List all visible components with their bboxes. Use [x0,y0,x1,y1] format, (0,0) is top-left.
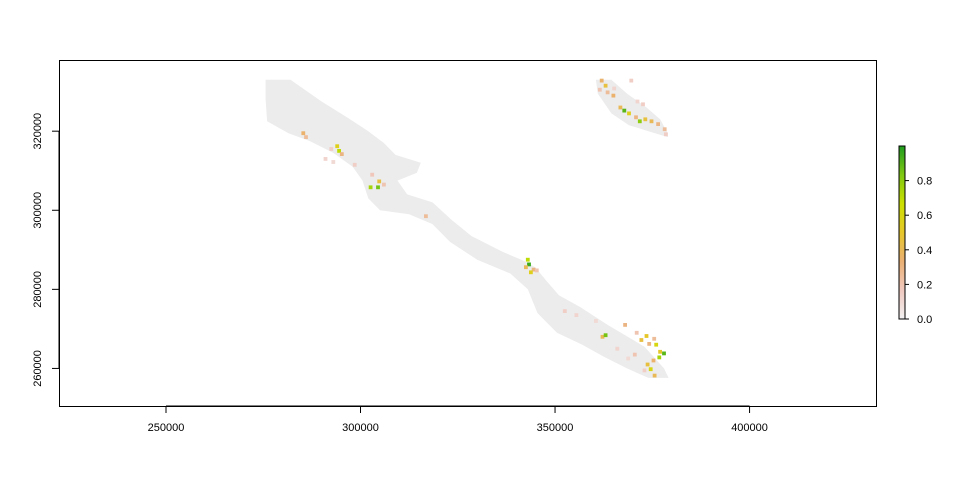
raster-cell [531,267,536,272]
raster-cell [642,368,647,373]
raster-cell [597,87,602,92]
raster-cell [647,342,652,346]
y-tick-label: 320000 [32,113,44,150]
raster-cell [612,86,617,91]
raster-background-layer [265,79,669,378]
raster-cell [632,352,637,357]
raster-cell [639,338,644,342]
raster-cell [657,355,662,360]
raster-cell [656,122,660,126]
raster-cell [534,268,539,273]
legend-tick-label: 0.0 [917,314,932,326]
raster-cell [623,323,627,327]
raster-cell [603,333,608,338]
raster-cell [645,362,650,367]
raster-cell [368,185,373,190]
raster-region-main-ridge [265,79,669,378]
raster-cell [562,309,567,313]
raster-cell [618,105,623,110]
raster-cell [377,179,382,184]
raster-cell [594,319,598,323]
raster-cell [629,78,634,83]
raster-cell [626,356,631,361]
legend-tick-label: 0.4 [917,245,932,257]
raster-cell [651,358,656,363]
raster-cell [654,342,659,347]
raster-cell [652,336,657,341]
raster-cell [331,160,336,164]
x-tick-label: 300000 [342,422,379,434]
legend-color-bar [898,145,906,320]
raster-cell [648,367,653,372]
raster-cells-layer [301,78,668,378]
raster-cell [524,265,528,270]
raster-cell [352,162,357,167]
raster-cell [424,214,428,219]
color-legend: 0.0 0.2 0.4 0.6 0.8 [898,145,932,326]
y-tick-label: 260000 [32,350,44,387]
raster-cell [599,78,604,83]
raster-cell [335,144,340,149]
raster-cell [329,147,334,151]
raster-cell [529,270,533,275]
raster-cell [600,334,605,339]
raster-cell [323,157,328,161]
raster-cell [527,262,531,267]
raster-cell [605,90,610,95]
raster-cell [611,93,616,98]
raster-cell [622,108,627,113]
raster-cell [643,117,648,122]
raster-cell [641,102,645,107]
raster-cell [658,349,662,354]
raster-cell [301,131,306,136]
y-tick-label: 280000 [32,271,44,308]
raster-cell [376,185,380,190]
raster-cell [339,152,344,156]
raster-cell [649,119,654,124]
legend-tick-label: 0.2 [917,279,932,291]
x-tick-label: 350000 [537,422,574,434]
raster-cell [525,257,530,262]
raster-cell [304,135,308,139]
raster-cell [337,149,341,153]
legend-tick-label: 0.8 [917,176,932,188]
raster-cell [370,172,375,177]
raster-cell [382,182,386,187]
raster-region-northeast-patch [595,79,668,138]
y-tick-label: 300000 [32,192,44,229]
raster-cell [615,346,620,351]
x-axis: 250000 300000 350000 400000 [148,405,768,434]
raster-cell [664,132,668,137]
raster-cell [574,313,579,317]
x-tick-label: 250000 [148,422,185,434]
raster-cell [662,127,667,132]
raster-cell [637,119,642,124]
raster-cell [662,351,666,356]
raster-cell [634,115,638,120]
raster-cell [634,330,639,335]
x-tick-label: 400000 [731,422,768,434]
y-axis: 260000 280000 300000 320000 [32,113,60,387]
raster-cell [627,111,631,116]
legend-tick-label: 0.6 [917,210,932,222]
raster-cell [635,99,640,104]
raster-cell [652,373,657,378]
raster-cell [603,83,608,88]
raster-cell [644,334,649,338]
